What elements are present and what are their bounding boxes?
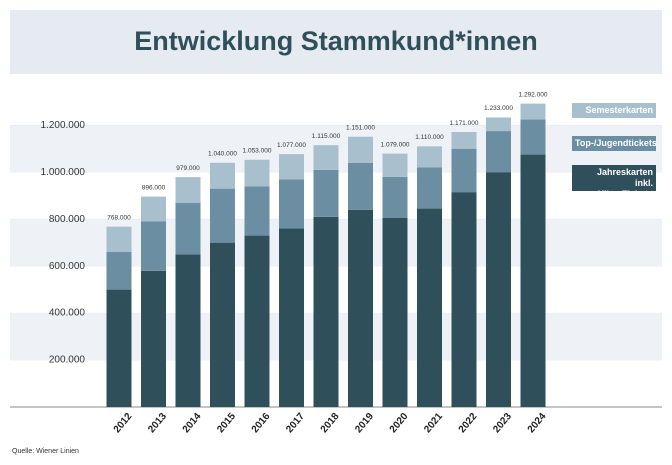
bar-segment xyxy=(175,202,201,255)
total-label: 1.233.000 xyxy=(484,105,513,112)
bar-segment xyxy=(210,188,235,243)
legend-entry: Top-/Jugendtickets xyxy=(572,136,657,151)
y-tick-label: 400.000 xyxy=(49,308,86,319)
x-tick-label: 2013 xyxy=(146,411,169,435)
total-label: 1.040.000 xyxy=(208,151,237,158)
total-label: 768.000 xyxy=(107,214,131,221)
legend-entry: Jahreskarten inkl. KlimaTickets xyxy=(572,165,656,199)
bar-segment xyxy=(106,289,132,407)
bar-segment xyxy=(451,192,477,407)
bar-segment xyxy=(244,159,270,187)
bar-segment xyxy=(141,196,166,222)
bar-segment xyxy=(486,117,511,132)
bar-segment xyxy=(279,154,304,180)
bar-segment xyxy=(348,162,373,210)
total-label: 1.053.000 xyxy=(243,147,272,154)
total-label: 1.292.000 xyxy=(519,91,548,98)
bar-segment xyxy=(279,228,304,407)
bar-segment xyxy=(313,145,339,170)
title-band xyxy=(10,10,662,74)
bar-segment xyxy=(451,148,477,193)
x-tick-label: 2016 xyxy=(250,411,273,435)
bar-segment xyxy=(106,226,132,253)
total-label: 1.151.000 xyxy=(346,124,375,131)
chart-title: Entwicklung Stammkund*innen xyxy=(134,26,538,56)
x-tick-label: 2021 xyxy=(422,411,445,435)
bar-segment xyxy=(210,242,235,407)
bar-segment xyxy=(244,186,270,236)
x-tick-label: 2022 xyxy=(457,411,480,435)
bar-segment xyxy=(279,179,304,229)
x-tick-label: 2015 xyxy=(215,411,238,435)
x-tick-label: 2012 xyxy=(112,411,135,435)
x-tick-label: 2017 xyxy=(284,411,307,435)
bar-segment xyxy=(520,103,546,120)
bar-segment xyxy=(106,252,132,290)
total-label: 979.000 xyxy=(176,165,200,172)
bar-segment xyxy=(417,167,442,209)
total-label: 1.171.000 xyxy=(450,120,479,127)
bar-segment xyxy=(486,172,511,407)
bar-segment xyxy=(348,136,373,163)
y-tick-label: 1.000.000 xyxy=(41,167,86,178)
bar-segment xyxy=(175,177,201,203)
x-tick-label: 2020 xyxy=(388,411,411,435)
bar-segment xyxy=(520,154,546,407)
bar-segment xyxy=(520,119,546,155)
legend-entry: Semesterkarten xyxy=(572,103,656,118)
source: Quelle: Wiener Linien xyxy=(12,448,79,455)
bar-segment xyxy=(382,176,408,218)
bar-segment xyxy=(141,270,166,407)
bar-segment xyxy=(313,216,339,407)
total-label: 1.110.000 xyxy=(415,134,444,141)
bar-segment xyxy=(417,146,442,168)
bar-segment xyxy=(141,221,166,271)
bar-segment xyxy=(348,209,373,407)
bar-segment xyxy=(382,217,408,407)
total-label: 1.115.000 xyxy=(312,133,341,140)
y-tick-label: 800.000 xyxy=(49,214,86,225)
total-label: 1.079.000 xyxy=(381,141,410,148)
y-tick-label: 1.200.000 xyxy=(41,120,86,131)
bar-segment xyxy=(486,131,511,173)
total-label: 896.000 xyxy=(142,184,166,191)
x-tick-label: 2018 xyxy=(319,411,342,435)
total-label: 1.077.000 xyxy=(277,142,306,149)
bar-segment xyxy=(382,153,408,177)
bar-segment xyxy=(417,208,442,407)
bar-segment xyxy=(451,132,477,149)
bar-segment xyxy=(244,235,270,407)
y-tick-label: 200.000 xyxy=(49,355,86,366)
x-tick-label: 2014 xyxy=(181,411,204,435)
x-tick-label: 2024 xyxy=(526,411,549,435)
x-tick-label: 2023 xyxy=(491,411,514,435)
y-tick-label: 600.000 xyxy=(49,261,86,272)
bar-segment xyxy=(210,162,235,189)
x-tick-label: 2019 xyxy=(353,411,376,435)
bar-segment xyxy=(313,169,339,217)
bar-segment xyxy=(175,254,201,407)
